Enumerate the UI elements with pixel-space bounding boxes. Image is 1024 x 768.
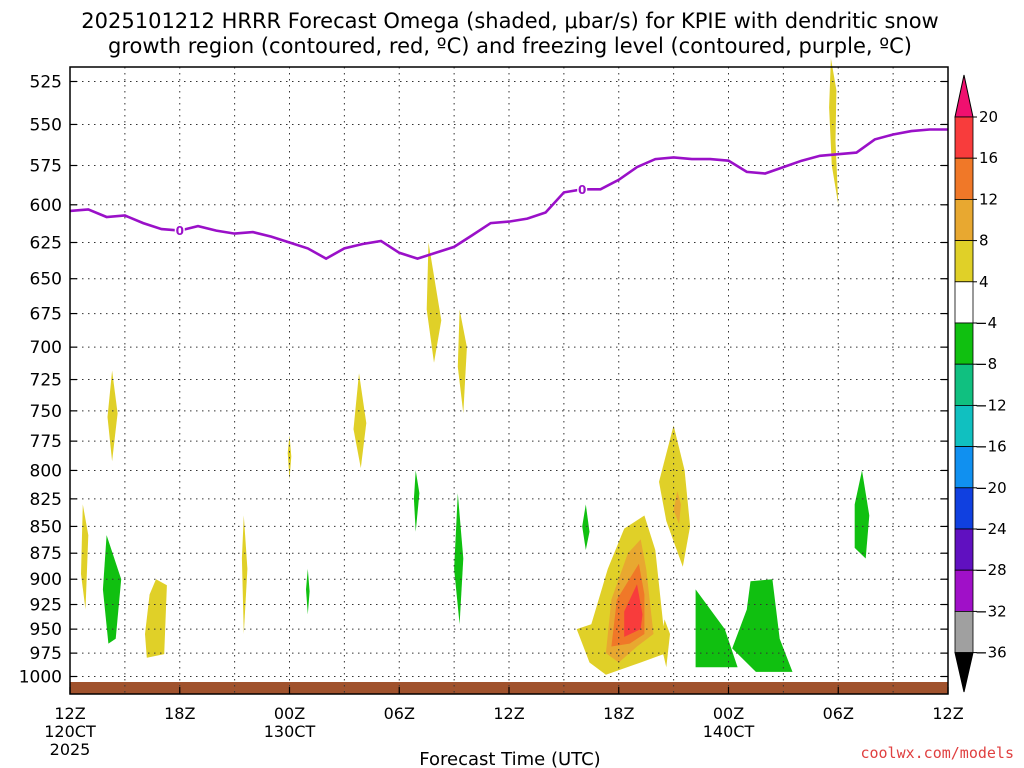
y-tick-label-750: 750 [30, 402, 62, 422]
omega-region-pos20-17 [628, 591, 639, 630]
omega-region-neg4-1 [102, 535, 122, 644]
omega-region-pos4-18 [659, 425, 691, 567]
colorbar-swatch-3 [954, 240, 974, 283]
chart-title-line2: growth region (contoured, red, ºC) and f… [108, 34, 912, 58]
y-tick-label-700: 700 [30, 338, 62, 358]
x-tick-date-36: 140CT [703, 722, 755, 741]
x-axis-label: Forecast Time (UTC) [419, 749, 600, 768]
colorbar-tick-label-5: −4 [975, 314, 997, 332]
x-tick-label-0: 12Z [54, 704, 85, 723]
omega-region-neg4-8 [413, 470, 420, 532]
colorbar-tick-label-3: 8 [979, 232, 989, 250]
omega-shaded-regions [81, 58, 870, 675]
colorbar-swatch-0 [954, 116, 974, 159]
colorbar-bottom-arrow [954, 652, 974, 693]
x-tick-label-48: 12Z [932, 704, 963, 723]
y-tick-label-675: 675 [30, 305, 62, 325]
y-axis-ticks: 525 550 575 600 625 650 675 700 725 750 775 800 825 8… [19, 73, 948, 688]
freezing-level-line [69, 128, 948, 261]
x-tick-date-0: 120CT [44, 722, 96, 741]
y-tick-label-975: 975 [30, 644, 62, 664]
chart-title-line1: 2025101212 HRRR Forecast Omega (shaded, … [81, 9, 938, 33]
omega-region-pos4-19 [660, 619, 670, 668]
x-tick-label-6: 18Z [164, 704, 195, 723]
x-tick-year-0: 2025 [50, 740, 91, 759]
colorbar: 20 16 12 8 4 −4 −8 −12 −16 −20 −24 −28 −32 −36 [954, 74, 1007, 693]
colorbar-tick-label-11: −28 [975, 561, 1007, 579]
y-tick-label-850: 850 [30, 517, 62, 537]
y-tick-label-575: 575 [30, 157, 62, 177]
x-tick-date-12: 130CT [264, 722, 316, 741]
y-tick-label-650: 650 [30, 270, 62, 290]
y-tick-label-550: 550 [30, 115, 62, 135]
omega-region-neg4-6 [306, 568, 310, 615]
colorbar-tick-label-9: −20 [975, 479, 1007, 497]
colorbar-swatch-7 [954, 404, 974, 447]
omega-region-pos4-0 [81, 504, 89, 610]
colorbar-swatch-5 [954, 322, 974, 365]
colorbar-tick-label-1: 16 [979, 149, 998, 167]
omega-region-pos4-3 [145, 579, 167, 658]
x-tick-label-30: 18Z [603, 704, 634, 723]
colorbar-swatch-1 [954, 157, 974, 200]
x-tick-label-42: 06Z [823, 704, 854, 723]
x-tick-label-18: 06Z [384, 704, 415, 723]
y-tick-label-775: 775 [30, 432, 62, 452]
y-tick-label-1000: 1000 [19, 668, 62, 688]
colorbar-tick-label-10: −24 [975, 520, 1007, 538]
omega-region-pos4-7 [353, 373, 367, 469]
y-tick-label-725: 725 [30, 371, 62, 391]
colorbar-tick-label-8: −16 [975, 438, 1007, 456]
y-tick-label-625: 625 [30, 233, 62, 253]
colorbar-swatch-9 [954, 487, 974, 530]
colorbar-swatch-4 [954, 281, 974, 324]
x-tick-label-36: 00Z [713, 704, 744, 723]
omega-region-neg4-22 [732, 579, 793, 672]
omega-region-pos4-4 [241, 515, 248, 634]
freezing-label-6: 0 [176, 224, 184, 238]
colorbar-tick-label-13: −36 [975, 644, 1007, 662]
colorbar-tick-label-4: 4 [979, 273, 989, 291]
y-tick-label-525: 525 [30, 73, 62, 93]
freezing-level-labels: 00 [174, 182, 588, 238]
y-tick-label-950: 950 [30, 620, 62, 640]
y-tick-label-925: 925 [30, 596, 62, 616]
colorbar-top-arrow [954, 74, 974, 118]
colorbar-swatch-10 [954, 528, 974, 571]
y-tick-label-825: 825 [30, 490, 62, 510]
colorbar-tick-label-7: −12 [975, 396, 1007, 414]
omega-region-pos4-2 [107, 370, 118, 462]
y-tick-label-875: 875 [30, 544, 62, 564]
y-tick-label-800: 800 [30, 461, 62, 481]
colorbar-swatch-8 [954, 446, 974, 489]
omega-region-neg4-12 [582, 504, 590, 550]
colorbar-tick-label-6: −8 [975, 355, 997, 373]
omega-region-pos4-9 [426, 242, 442, 363]
omega-region-pos4-10 [457, 309, 467, 414]
colorbar-swatch-12 [954, 611, 974, 654]
y-tick-label-600: 600 [30, 196, 62, 216]
watermark-text: coolwx.com/models [860, 744, 1014, 762]
freezing-label-28: 0 [578, 183, 586, 197]
omega-region-neg4-21 [695, 589, 738, 668]
freezing-label-bg-6 [174, 223, 185, 237]
colorbar-tick-label-2: 12 [979, 190, 998, 208]
omega-region-pos4-23 [829, 58, 839, 205]
colorbar-swatch-6 [954, 363, 974, 406]
colorbar-swatch-11 [954, 569, 974, 612]
colorbar-tick-label-0: 20 [979, 108, 998, 126]
omega-region-pos8-20 [673, 491, 681, 525]
freezing-label-bg-28 [577, 182, 588, 196]
grid-lines [70, 67, 948, 694]
y-tick-label-900: 900 [30, 570, 62, 590]
colorbar-swatch-2 [954, 198, 974, 241]
colorbar-tick-label-12: −32 [975, 602, 1007, 620]
omega-region-neg4-11 [454, 493, 464, 625]
x-tick-label-12: 00Z [274, 704, 305, 723]
omega-region-neg4-24 [854, 470, 870, 559]
x-tick-label-24: 12Z [493, 704, 524, 723]
